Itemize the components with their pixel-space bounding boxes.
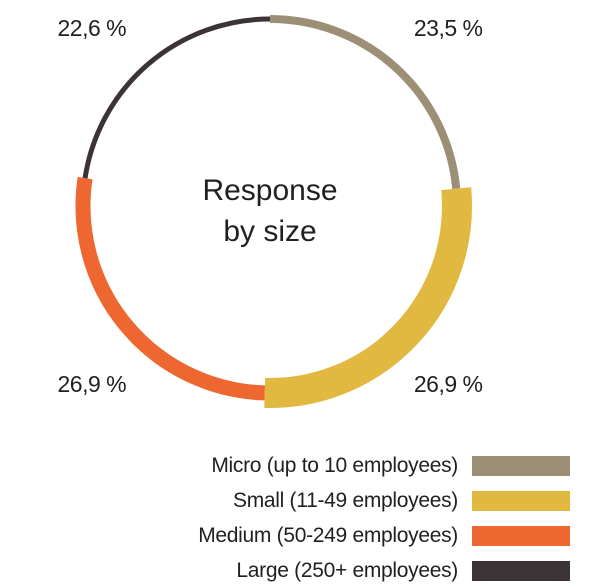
legend-swatch-micro — [472, 455, 570, 476]
pct-label-micro: 23,5 % — [414, 15, 483, 41]
legend-label-medium: Medium (50-249 employees) — [198, 523, 458, 547]
pct-label-medium: 26,9 % — [58, 371, 127, 397]
legend-item-large: Large (250+ employees) — [110, 553, 570, 588]
legend-label-micro: Micro (up to 10 employees) — [211, 453, 458, 477]
legend-swatch-small — [472, 490, 570, 511]
legend-swatch-medium — [472, 525, 570, 546]
chart-title-line-1: Response — [202, 174, 337, 207]
legend: Micro (up to 10 employees) Small (11-49 … — [110, 448, 570, 588]
legend-label-large: Large (250+ employees) — [236, 558, 458, 582]
slice-small — [264, 187, 472, 408]
pct-label-large: 22,6 % — [58, 15, 127, 41]
legend-item-medium: Medium (50-249 employees) — [110, 518, 570, 553]
slice-micro — [269, 15, 461, 190]
chart-title-line-2: by size — [223, 215, 316, 248]
pct-label-small: 26,9 % — [414, 371, 483, 397]
legend-item-micro: Micro (up to 10 employees) — [110, 448, 570, 483]
slice-medium — [75, 177, 265, 401]
legend-label-small: Small (11-49 employees) — [233, 488, 458, 512]
legend-swatch-large — [472, 560, 570, 581]
slice-large — [82, 16, 271, 179]
percentage-labels: 23,5 % 26,9 % 26,9 % 22,6 % — [58, 15, 484, 397]
donut-slices — [75, 15, 472, 408]
legend-item-small: Small (11-49 employees) — [110, 483, 570, 518]
